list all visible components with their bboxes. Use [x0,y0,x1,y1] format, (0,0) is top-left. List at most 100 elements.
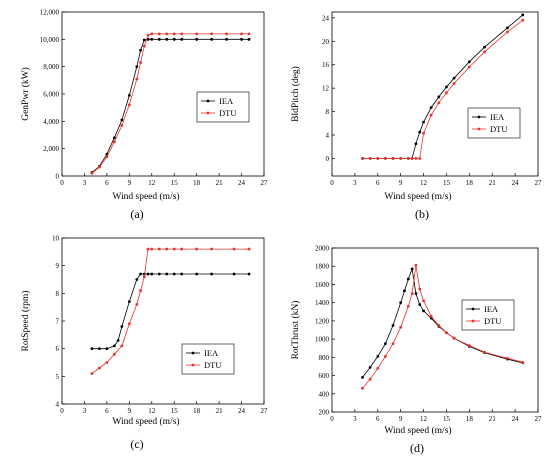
data-point-iea [422,309,425,313]
series-line-iea [362,267,523,378]
x-tick-label: 27 [261,407,269,415]
chart-panel-c: 0 3 6 9 12 15 18 21 24 27 4 5 6 7 8 9 10 Wind speed (m/s)… [20,235,268,452]
y-tick-label: 1600 [315,281,330,289]
data-point-dtu [127,322,131,326]
data-point-iea [452,76,456,80]
legend-marker-iea [206,99,210,103]
data-point-iea [403,289,406,293]
x-tick-label: 27 [535,179,543,187]
y-tick-label: 4,000 [43,118,59,126]
data-point-iea [105,347,109,351]
y-tick-label: 8,000 [43,63,59,71]
x-tick-label: 15 [443,415,451,423]
y-axis-title: BldPitch (deg) [290,66,301,122]
data-point-dtu [418,287,422,291]
data-point-iea [418,303,422,306]
data-point-dtu [247,247,251,251]
data-point-iea [384,342,387,346]
legend-box [181,343,235,375]
x-tick-label: 15 [443,179,451,187]
y-tick-label: 1800 [315,263,330,271]
data-point-dtu [180,247,184,251]
data-point-iea [210,37,214,41]
x-axis-title: Wind speed (m/s) [384,191,451,202]
x-tick-label: 21 [489,179,497,187]
data-point-dtu [98,366,101,370]
data-point-dtu [165,32,169,36]
data-point-dtu [506,30,509,34]
data-point-dtu [418,157,422,160]
x-tick-label: 12 [148,407,156,415]
legend-label-iea: IEA [204,348,219,358]
x-tick-label: 18 [466,415,474,423]
data-point-iea [150,37,154,41]
x-tick-label: 12 [420,415,428,423]
data-point-iea [361,375,364,379]
data-point-dtu [150,32,154,36]
data-point-iea [127,93,131,97]
data-point-iea [180,37,184,41]
data-point-dtu [180,32,184,36]
data-point-iea [418,130,422,134]
data-point-dtu [195,32,199,36]
data-point-iea [445,85,448,89]
x-tick-label: 12 [148,179,156,187]
x-tick-label: 6 [376,179,380,187]
y-tick-label: 2,000 [43,145,59,153]
x-tick-label: 9 [399,415,403,423]
legend-marker-iea [477,115,481,119]
x-tick-label: 3 [353,179,357,187]
y-axis-title: GenPwr (kW) [20,67,31,121]
data-point-dtu [195,247,199,251]
x-tick-label: 6 [105,407,109,415]
x-axis-title: Wind speed (m/s) [112,191,179,202]
data-point-dtu [139,61,142,64]
y-tick-label: 1400 [315,299,330,307]
data-point-dtu [135,77,139,81]
data-point-dtu [376,366,380,370]
data-point-dtu [210,32,214,36]
data-point-iea [116,338,120,342]
legend-label-iea: IEA [484,304,499,314]
data-point-dtu [120,344,124,348]
x-tick-label: 15 [171,407,179,415]
data-point-dtu [384,355,387,358]
x-tick-label: 12 [420,179,428,187]
y-tick-label: 20 [322,38,330,46]
y-tick-label: 10 [52,235,60,243]
data-point-iea [139,272,142,276]
data-point-dtu [105,155,109,159]
data-point-iea [157,37,161,41]
data-point-iea [210,272,214,276]
data-point-iea [146,37,150,41]
x-tick-label: 0 [60,407,64,415]
x-tick-label: 24 [238,407,246,415]
x-tick-label: 6 [105,179,109,187]
panel-caption: (c) [130,437,143,451]
data-point-dtu [157,247,161,251]
data-point-iea [165,37,169,41]
x-tick-label: 3 [83,179,87,187]
data-point-dtu [376,157,380,160]
data-point-dtu [422,131,425,135]
data-point-dtu [139,289,142,292]
y-tick-label: 10,000 [40,36,60,44]
data-point-dtu [172,247,176,251]
data-point-dtu [414,263,418,267]
data-point-dtu [445,91,448,95]
data-point-dtu [483,350,486,354]
legend-label-iea: IEA [490,112,505,122]
data-point-iea [437,95,441,99]
x-tick-label: 27 [261,179,269,187]
data-point-dtu [452,336,456,340]
x-tick-label: 21 [489,415,497,423]
data-point-iea [225,37,228,41]
data-point-iea [376,355,380,358]
data-point-iea [135,65,139,69]
x-axis-title: Wind speed (m/s) [112,416,179,427]
data-point-iea [120,325,124,328]
data-point-dtu [146,247,150,251]
data-point-dtu [437,101,441,105]
data-point-dtu [399,325,403,329]
